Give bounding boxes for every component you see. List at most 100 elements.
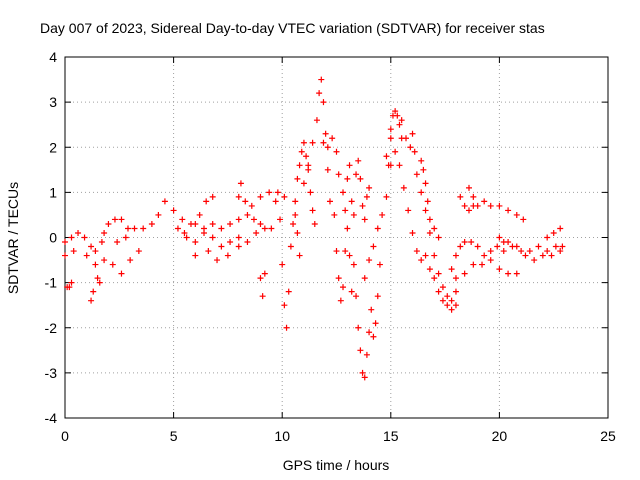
data-point bbox=[355, 324, 362, 331]
x-tick-label: 25 bbox=[600, 428, 616, 444]
data-point bbox=[444, 302, 451, 309]
data-point bbox=[470, 202, 477, 209]
data-point bbox=[114, 239, 121, 246]
data-point bbox=[196, 211, 203, 218]
data-point bbox=[285, 288, 292, 295]
data-point bbox=[192, 220, 199, 227]
y-tick-label: -4 bbox=[45, 410, 58, 426]
data-point bbox=[218, 225, 225, 232]
data-point bbox=[400, 184, 407, 191]
data-point bbox=[337, 297, 344, 304]
data-point bbox=[179, 216, 186, 223]
data-point bbox=[318, 76, 325, 83]
data-point bbox=[324, 166, 331, 173]
data-point bbox=[257, 193, 264, 200]
data-point bbox=[281, 302, 288, 309]
data-point bbox=[457, 243, 464, 250]
y-tick-label: 2 bbox=[49, 139, 57, 155]
data-point bbox=[444, 293, 451, 300]
data-point bbox=[353, 293, 360, 300]
data-point bbox=[181, 229, 188, 236]
data-point bbox=[92, 261, 99, 268]
data-point bbox=[88, 243, 95, 250]
data-point bbox=[518, 248, 525, 255]
data-point bbox=[335, 275, 342, 282]
data-point bbox=[387, 126, 394, 133]
x-tick-label: 0 bbox=[61, 428, 69, 444]
data-point bbox=[300, 139, 307, 146]
data-point bbox=[244, 239, 251, 246]
data-point bbox=[470, 261, 477, 268]
data-point bbox=[422, 252, 429, 259]
data-point bbox=[122, 234, 129, 241]
data-point bbox=[309, 139, 316, 146]
data-point bbox=[62, 239, 68, 246]
data-point bbox=[496, 234, 503, 241]
data-point bbox=[253, 229, 260, 236]
data-point bbox=[290, 220, 297, 227]
data-point bbox=[470, 193, 477, 200]
data-point bbox=[481, 198, 488, 205]
data-point bbox=[359, 202, 366, 209]
data-point bbox=[309, 207, 316, 214]
data-point bbox=[439, 297, 446, 304]
data-point bbox=[544, 248, 551, 255]
data-point bbox=[342, 248, 349, 255]
data-point bbox=[465, 207, 472, 214]
data-point bbox=[363, 351, 370, 358]
data-point bbox=[329, 135, 336, 142]
data-point bbox=[311, 220, 318, 227]
data-point bbox=[203, 198, 210, 205]
data-point bbox=[242, 198, 249, 205]
data-point bbox=[303, 153, 310, 160]
data-point bbox=[277, 216, 284, 223]
data-point bbox=[403, 135, 410, 142]
data-point bbox=[481, 252, 488, 259]
data-point bbox=[409, 229, 416, 236]
data-point bbox=[340, 189, 347, 196]
data-point bbox=[259, 293, 266, 300]
x-axis-label: GPS time / hours bbox=[283, 457, 390, 473]
data-point bbox=[353, 171, 360, 178]
data-point bbox=[513, 211, 520, 218]
data-point bbox=[101, 257, 108, 264]
data-point bbox=[424, 198, 431, 205]
data-point bbox=[342, 207, 349, 214]
data-point bbox=[376, 261, 383, 268]
data-point bbox=[250, 216, 257, 223]
data-point bbox=[535, 243, 542, 250]
data-point bbox=[296, 162, 303, 169]
data-point bbox=[474, 243, 481, 250]
data-point bbox=[544, 234, 551, 241]
data-point bbox=[283, 324, 290, 331]
data-point bbox=[494, 243, 501, 250]
data-point bbox=[448, 266, 455, 273]
data-point bbox=[313, 117, 320, 124]
data-point bbox=[461, 270, 468, 277]
data-point bbox=[83, 252, 90, 259]
data-point bbox=[413, 248, 420, 255]
data-point bbox=[322, 130, 329, 137]
data-point bbox=[237, 180, 244, 187]
data-point bbox=[422, 207, 429, 214]
data-point bbox=[398, 117, 405, 124]
data-point bbox=[496, 266, 503, 273]
data-point bbox=[70, 248, 77, 255]
data-point bbox=[461, 202, 468, 209]
data-point bbox=[370, 243, 377, 250]
data-point bbox=[522, 252, 529, 259]
data-point bbox=[331, 211, 338, 218]
y-tick-label: -1 bbox=[45, 275, 58, 291]
plot-frame bbox=[64, 56, 609, 419]
data-point bbox=[557, 225, 564, 232]
data-point bbox=[387, 135, 394, 142]
data-point bbox=[379, 211, 386, 218]
data-point bbox=[272, 198, 279, 205]
data-point bbox=[363, 193, 370, 200]
data-point bbox=[457, 193, 464, 200]
data-point bbox=[357, 347, 364, 354]
data-point bbox=[383, 193, 390, 200]
data-point bbox=[261, 225, 268, 232]
data-point bbox=[426, 266, 433, 273]
